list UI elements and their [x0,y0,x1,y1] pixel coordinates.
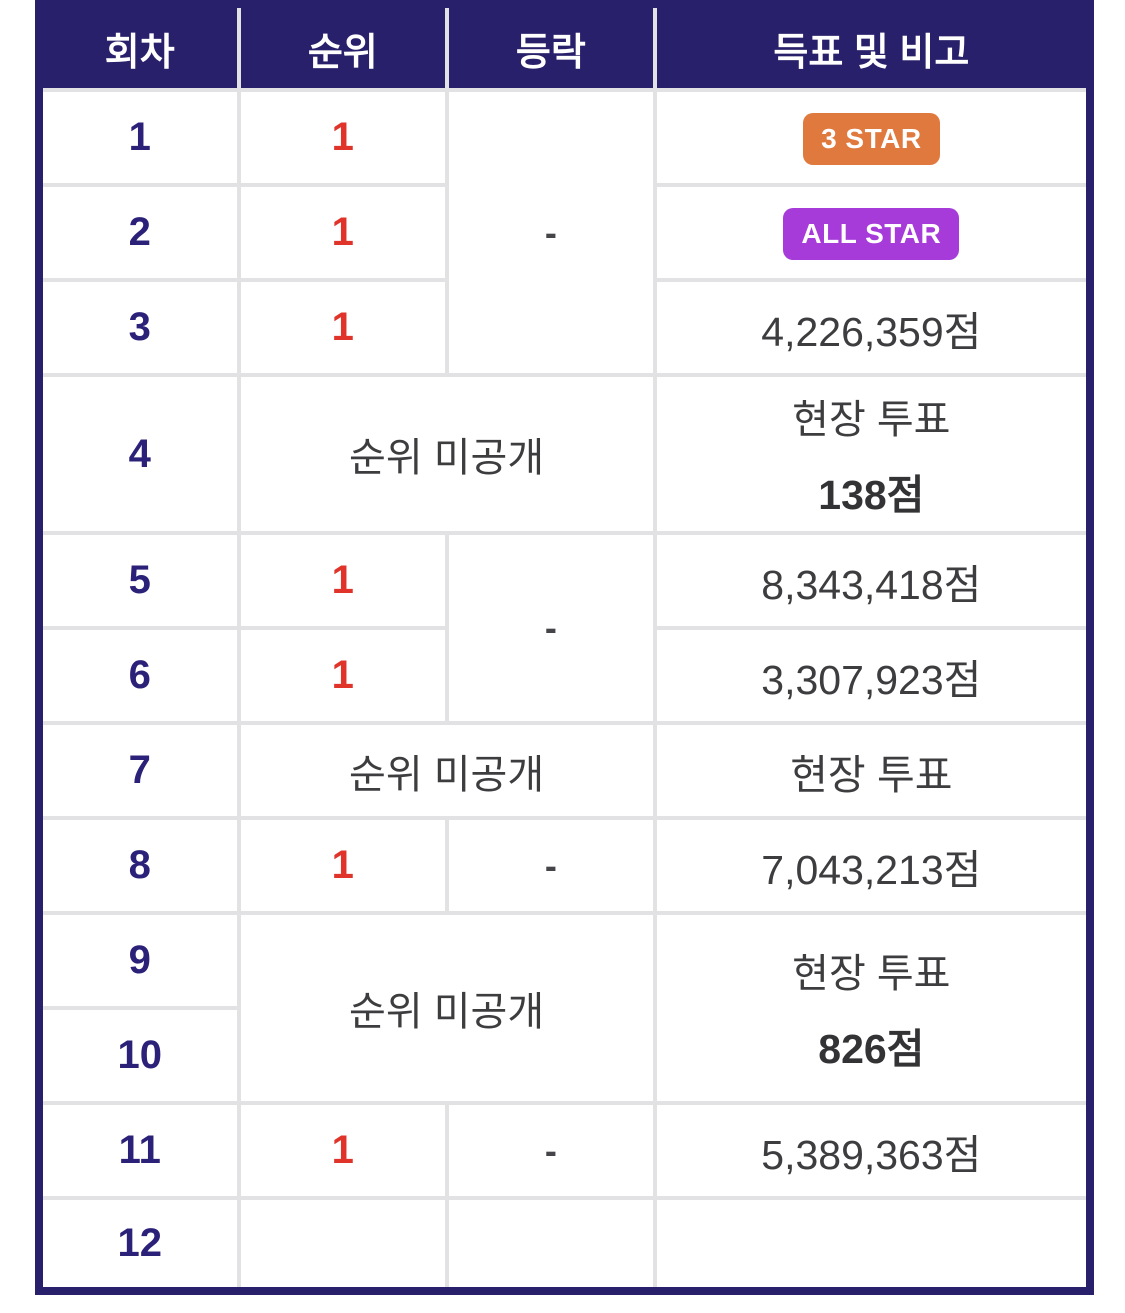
table-row: 10 [37,1006,1090,1105]
table-row: 8 1 - 7,043,213점 [37,816,1093,915]
rank-unrevealed-cell-merged-9-10: 순위 미공개 [236,911,657,1105]
episode-cell: 10 [37,1006,241,1105]
onsite-vote-label: 현장 투표 [652,721,1093,820]
change-cell: - [445,816,657,915]
votes-cell: ALL STAR [652,183,1093,282]
episode-cell: 11 [37,1101,241,1200]
header-row: 회차 순위 등락 득표 및 비고 [37,2,1093,92]
change-cell: - [445,1101,657,1200]
onsite-vote-label: 현장 투표 [792,398,951,442]
episode-cell: 12 [37,1196,241,1293]
rank-cell: 1 [236,626,450,725]
table-row: 2 1 ALL STAR [37,183,1093,282]
rank-cell: 1 [236,88,450,187]
onsite-vote-score: 138점 [818,472,925,518]
score-value: 8,343,418점 [652,531,1093,630]
episode-cell: 5 [37,531,241,630]
score-value: 4,226,359점 [652,278,1093,377]
episode-cell: 6 [37,626,241,725]
episode-cell: 8 [37,816,241,915]
votes-cell: 현장 투표 138점 [652,373,1093,535]
badge-allstar: ALL STAR [783,207,960,260]
votes-cell-empty [652,1196,1093,1293]
score-value: 5,389,363점 [652,1101,1093,1200]
table-row: 4 순위 미공개 현장 투표 138점 [37,373,1093,535]
table-row: 9 순위 미공개 현장 투표 826점 [37,911,1093,1105]
table-row: 1 1 - 3 STAR [37,88,1093,377]
badge-3star: 3 STAR [803,112,940,165]
table-row: 3 1 4,226,359점 [37,278,1093,377]
episode-cell: 2 [37,183,241,282]
rank-cell: 1 [236,1101,450,1200]
votes-cell: 3 STAR [652,88,1093,187]
change-cell-merged-1-3: - [445,88,657,377]
rank-cell-empty [236,1196,450,1293]
table-row: 7 순위 미공개 현장 투표 [37,721,1093,820]
table-row: 11 1 - 5,389,363점 [37,1101,1093,1200]
rank-cell: 1 [236,816,450,915]
onsite-vote-score: 826점 [818,1026,925,1072]
header-votes: 득표 및 비고 [652,2,1093,92]
rank-cell: 1 [236,278,450,377]
vote-history-section: 회차 순위 등락 득표 및 비고 1 1 - 3 STAR 2 1 ALL ST… [35,0,1125,1295]
table-row: 6 1 3,307,923점 [37,626,1093,725]
change-cell-empty [445,1196,657,1293]
rank-unrevealed-cell: 순위 미공개 [236,373,657,535]
votes-cell-merged-9-10: 현장 투표 826점 [652,911,1093,1105]
rank-cell: 1 [236,531,450,630]
header-episode: 회차 [37,2,241,92]
rank-unrevealed-cell: 순위 미공개 [236,721,657,820]
episode-cell: 4 [37,373,241,535]
vote-history-table: 회차 순위 등락 득표 및 비고 1 1 - 3 STAR 2 1 ALL ST… [35,0,1094,1295]
episode-cell: 3 [37,278,241,377]
change-cell-merged-5-6: - [445,531,657,725]
table-header: 회차 순위 등락 득표 및 비고 [37,2,1093,92]
onsite-vote-label: 현장 투표 [792,952,951,996]
table-body: 1 1 - 3 STAR 2 1 ALL STAR 3 1 4,226,359점 [37,88,1093,1293]
score-value: 3,307,923점 [652,626,1093,725]
table-row: 5 1 - 8,343,418점 [37,531,1093,725]
episode-cell: 1 [37,88,241,187]
score-value: 7,043,213점 [652,816,1093,915]
header-change: 등락 [445,2,657,92]
header-rank: 순위 [236,2,450,92]
table-row: 12 [37,1196,1093,1293]
episode-cell: 9 [37,911,241,1010]
episode-cell: 7 [37,721,241,820]
rank-cell: 1 [236,183,450,282]
